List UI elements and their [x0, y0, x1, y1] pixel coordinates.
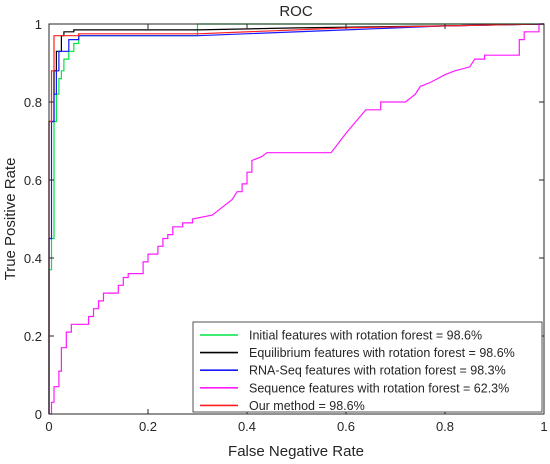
x-tick-label: 0.2 — [139, 419, 157, 434]
x-tick-label: 0.8 — [436, 419, 454, 434]
chart-title: ROC — [279, 3, 313, 20]
x-tick-label: 0.6 — [337, 419, 355, 434]
y-tick-label: 0 — [35, 407, 42, 422]
legend-label-3: Sequence features with rotation forest =… — [249, 381, 509, 395]
y-axis: 0 0.2 0.4 0.6 0.8 1 — [24, 17, 544, 422]
y-tick-label: 0.4 — [24, 251, 42, 266]
legend: Initial features with rotation forest = … — [192, 321, 543, 413]
legend-label-1: Equilibrium features with rotation fores… — [249, 346, 515, 360]
x-tick-label: 0 — [45, 419, 52, 434]
y-tick-label: 1 — [35, 17, 42, 32]
series-line-3 — [49, 23, 544, 415]
y-tick-label: 0.8 — [24, 95, 42, 110]
legend-label-4: Our method = 98.6% — [249, 399, 365, 413]
y-tick-label: 0.6 — [24, 173, 42, 188]
y-tick-label: 0.2 — [24, 329, 42, 344]
x-tick-label: 0.4 — [238, 419, 256, 434]
legend-label-0: Initial features with rotation forest = … — [249, 329, 482, 343]
series-line-4 — [48, 23, 545, 414]
series-line-0 — [48, 23, 544, 414]
x-axis-label: False Negative Rate — [228, 443, 364, 460]
series-line-2 — [48, 23, 545, 414]
legend-label-2: RNA-Seq features with rotation forest = … — [249, 364, 506, 378]
legend-box — [192, 321, 543, 413]
y-axis-label: True Positive Rate — [2, 158, 19, 281]
plot-frame — [48, 23, 545, 415]
x-tick-label: 1 — [540, 419, 547, 434]
